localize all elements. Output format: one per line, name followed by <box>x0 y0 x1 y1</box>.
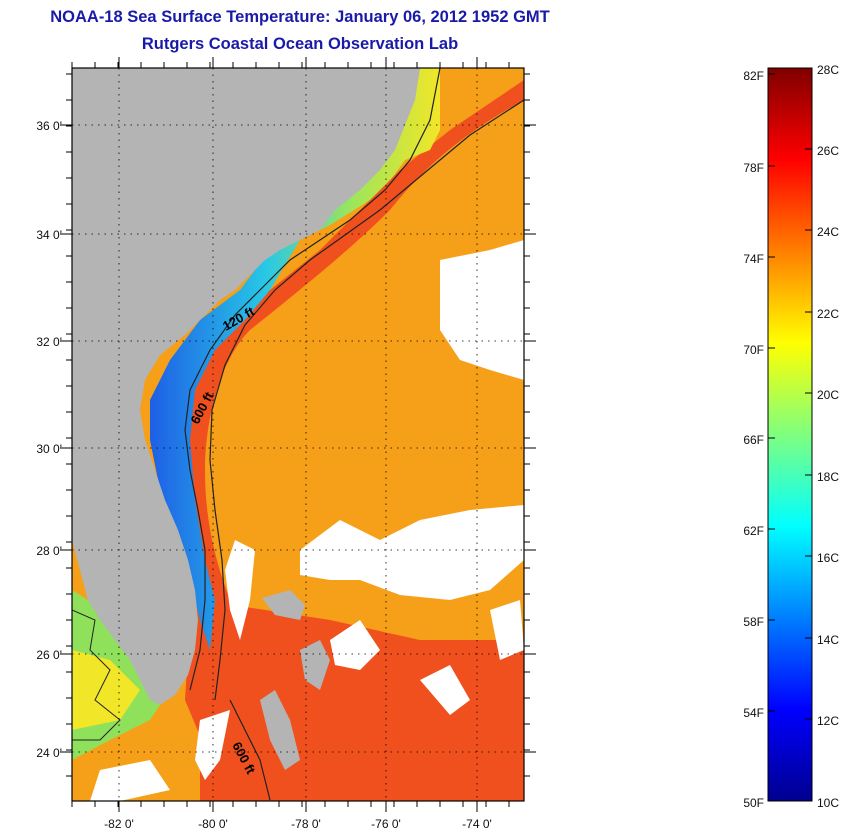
contour-120ft <box>184 68 441 691</box>
colorbar-ticks <box>768 67 812 802</box>
celsius-label: 18C <box>817 470 839 484</box>
celsius-label: 12C <box>817 714 839 728</box>
gulf-of-mexico-warm <box>72 650 140 730</box>
celsius-label: 28C <box>817 63 839 77</box>
lat-tick-label: 32 0' <box>36 335 62 349</box>
lat-tick-label: 34 0' <box>36 228 62 242</box>
map-frame <box>71 67 525 802</box>
lon-tick-label: -78 0' <box>291 817 321 831</box>
contour-gulf <box>72 609 121 741</box>
celsius-label: 10C <box>817 796 839 810</box>
cloud-cover <box>90 240 524 801</box>
map-title: NOAA-18 Sea Surface Temperature: January… <box>50 8 550 26</box>
fahrenheit-label: 58F <box>743 615 764 629</box>
lat-tick-label: 24 0' <box>36 746 62 760</box>
celsius-label: 16C <box>817 551 839 565</box>
lat-tick-label: 36 0' <box>36 119 62 133</box>
celsius-label: 26C <box>817 144 839 158</box>
fahrenheit-label: 74F <box>743 252 764 266</box>
fahrenheit-label: 54F <box>743 706 764 720</box>
lon-tick-label: -76 0' <box>371 817 401 831</box>
celsius-label: 24C <box>817 225 839 239</box>
bahamas-island <box>260 690 300 770</box>
lat-tick-label: 28 0' <box>36 544 62 558</box>
contour-600ft <box>209 99 524 701</box>
lon-tick-label: -82 0' <box>104 817 134 831</box>
axis-ticks <box>60 57 536 812</box>
lat-tick-label: 26 0' <box>36 648 62 662</box>
bahamas-island <box>300 640 330 690</box>
fahrenheit-label: 66F <box>743 433 764 447</box>
fahrenheit-label: 70F <box>743 343 764 357</box>
lon-tick-label: -74 0' <box>462 817 492 831</box>
fahrenheit-label: 78F <box>743 161 764 175</box>
land-mainland <box>72 68 420 705</box>
contour-600ft-south <box>229 699 271 801</box>
shelf-water <box>150 68 440 650</box>
celsius-label: 20C <box>817 388 839 402</box>
fahrenheit-label: 50F <box>743 796 764 810</box>
fahrenheit-label: 82F <box>743 69 764 83</box>
lon-tick-label: -80 0' <box>198 817 228 831</box>
sst-map: 120 ft 600 ft 600 ft -82 0' -80 0' -78 0… <box>36 57 536 831</box>
celsius-label: 22C <box>817 307 839 321</box>
celsius-label: 14C <box>817 633 839 647</box>
bahamas-island <box>262 590 305 620</box>
fahrenheit-label: 62F <box>743 524 764 538</box>
colorbar <box>767 67 813 802</box>
lat-tick-label: 30 0' <box>36 442 62 456</box>
map-subtitle: Rutgers Coastal Ocean Observation Lab <box>141 35 459 53</box>
